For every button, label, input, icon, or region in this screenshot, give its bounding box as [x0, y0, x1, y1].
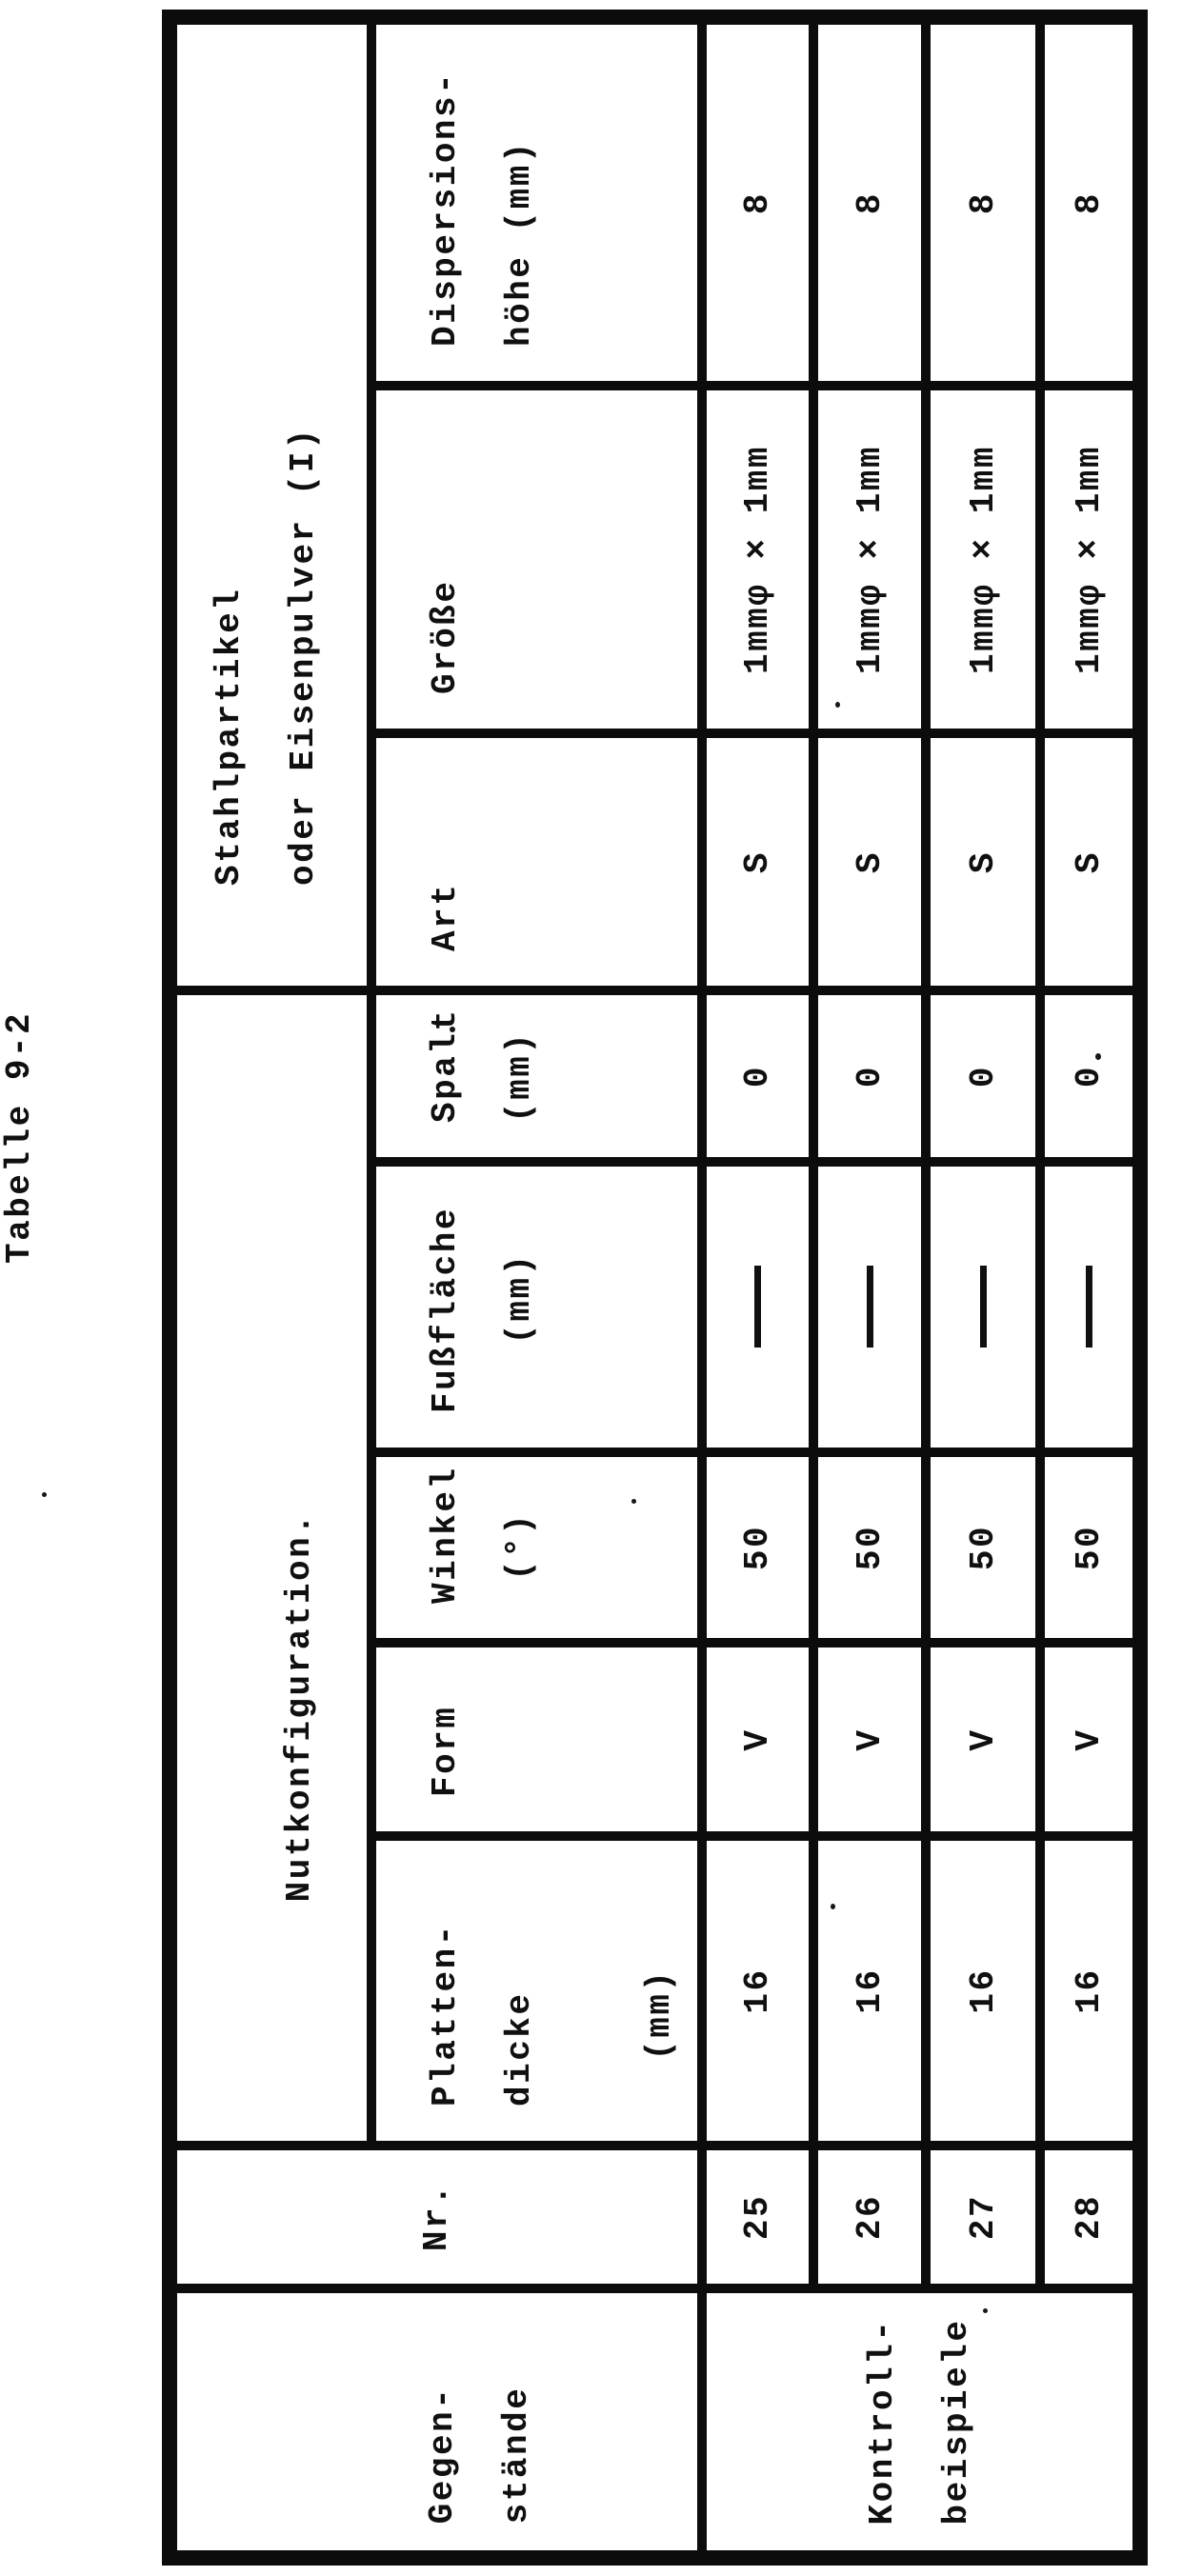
header-fussflaeche-line2: (mm) — [500, 1252, 539, 1413]
header-plattendicke-line2: dicke — [500, 1991, 539, 2107]
cell-plattendicke-27: 16 — [926, 1836, 1040, 2146]
row-group-line2: beispiele — [936, 2318, 976, 2526]
row-group-kontrollbeispiele: Kontroll- beispiele — [702, 2288, 1137, 2555]
cell-form-27: V — [926, 1643, 1040, 1836]
cell-fussflaeche-26: — — [813, 1162, 926, 1452]
header-gegenstaende: Gegen- stände — [172, 2288, 702, 2555]
cell-dispersionshoehe-27: 8 — [926, 20, 1040, 386]
header-gegenstaende-line1: Gegen- — [423, 2386, 462, 2525]
header-fussflaeche: Fußfläche (mm) — [371, 1162, 702, 1452]
cell-winkel-27: 50 — [926, 1452, 1040, 1643]
header-winkel: Winkel (°) — [371, 1452, 702, 1643]
header-fussflaeche-line1: Fußfläche — [426, 1207, 465, 1413]
cell-nr-26: 26 — [813, 2146, 926, 2288]
group-header-stahlpartikel-line2: oder Eisenpulver (I) — [284, 426, 323, 886]
header-art: Art — [371, 733, 702, 990]
cell-form-28: V — [1040, 1643, 1137, 1836]
cell-spalt-27: 0 — [926, 990, 1040, 1162]
cell-form-25: V — [702, 1643, 813, 1836]
cell-plattendicke-28: 16 — [1040, 1836, 1137, 2146]
cell-fussflaeche-25: — — [702, 1162, 813, 1452]
header-nr: Nr. — [172, 2146, 702, 2288]
cell-spalt-25: 0 — [702, 990, 813, 1162]
cell-art-26: S — [813, 733, 926, 990]
cell-dispersionshoehe-26: 8 — [813, 20, 926, 386]
scan-speck — [1095, 1053, 1101, 1060]
cell-nr-25: 25 — [702, 2146, 813, 2288]
scan-speck — [835, 702, 840, 708]
header-spalt-line2: (mm) — [500, 1030, 539, 1123]
header-plattendicke: Platten- dicke (mm) — [371, 1836, 702, 2146]
header-dispersionshoehe-line1: Dispersions- — [426, 70, 465, 347]
header-spalt-line1: Spalt — [426, 1008, 465, 1123]
cell-art-25: S — [702, 733, 813, 990]
cell-plattendicke-25: 16 — [702, 1836, 813, 2146]
cell-winkel-26: 50 — [813, 1452, 926, 1643]
cell-spalt-28: 0 — [1040, 990, 1137, 1162]
cell-art-28: S — [1040, 733, 1137, 990]
cell-spalt-26: 0 — [813, 990, 926, 1162]
header-plattendicke-line4: (mm) — [640, 1968, 679, 2107]
cell-form-26: V — [813, 1643, 926, 1836]
header-plattendicke-line1: Platten- — [426, 1923, 465, 2107]
group-header-nutkonfiguration-label: Nutkonfiguration. — [279, 1511, 319, 1903]
cell-nr-28: 28 — [1040, 2146, 1137, 2288]
cell-groesse-25: 1mmφ × 1mm — [702, 386, 813, 733]
header-spalt: Spalt (mm) — [371, 990, 702, 1162]
header-nr-label: Nr. — [417, 2182, 456, 2252]
header-groesse-label: Größe — [426, 579, 465, 694]
cell-groesse-27: 1mmφ × 1mm — [926, 386, 1040, 733]
cell-winkel-25: 50 — [702, 1452, 813, 1643]
cell-dispersionshoehe-28: 8 — [1040, 20, 1137, 386]
group-header-nutkonfiguration: Nutkonfiguration. — [172, 990, 371, 2146]
group-header-stahlpartikel-line1: Stahlpartikel — [210, 587, 249, 886]
header-form-label: Form — [426, 1705, 465, 1797]
header-form: Form — [371, 1643, 702, 1836]
cell-winkel-28: 50 — [1040, 1452, 1137, 1643]
scan-speck — [831, 1904, 835, 1909]
cell-art-27: S — [926, 733, 1040, 990]
cell-groesse-28: 1mmφ × 1mm — [1040, 386, 1137, 733]
cell-dispersionshoehe-25: 8 — [702, 20, 813, 386]
scan-speck — [42, 1492, 47, 1497]
header-dispersionshoehe: Dispersions- höhe (mm) — [371, 20, 702, 386]
cell-plattendicke-26: 16 — [813, 1836, 926, 2146]
header-winkel-line1: Winkel — [426, 1466, 465, 1604]
cell-fussflaeche-27: — — [926, 1162, 1040, 1452]
header-groesse: Größe — [371, 386, 702, 733]
cell-fussflaeche-28: — — [1040, 1162, 1137, 1452]
scan-speck — [450, 1027, 455, 1032]
table-title: Tabelle 9-2 — [0, 1010, 39, 1264]
cell-nr-27: 27 — [926, 2146, 1040, 2288]
data-table: Gegen- stände Nr. Nutkonfiguration. Stah… — [162, 10, 1148, 2566]
cell-groesse-26: 1mmφ × 1mm — [813, 386, 926, 733]
row-group-line1: Kontroll- — [862, 2318, 902, 2526]
group-header-stahlpartikel: Stahlpartikel oder Eisenpulver (I) — [172, 20, 371, 990]
header-gegenstaende-line2: stände — [497, 2386, 536, 2525]
scan-speck — [983, 2308, 988, 2313]
header-winkel-line2: (°) — [500, 1511, 539, 1604]
header-dispersionshoehe-line2: höhe (mm) — [500, 140, 539, 347]
header-art-label: Art — [426, 882, 465, 951]
scan-speck — [631, 1499, 636, 1504]
